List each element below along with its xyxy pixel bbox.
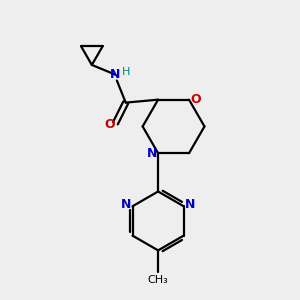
Text: N: N [121,198,131,211]
Text: O: O [105,118,116,131]
Text: N: N [110,68,121,81]
Text: CH₃: CH₃ [148,275,169,285]
Text: H: H [122,67,130,77]
Text: N: N [185,198,195,211]
Text: N: N [146,147,157,160]
Text: O: O [190,93,201,106]
